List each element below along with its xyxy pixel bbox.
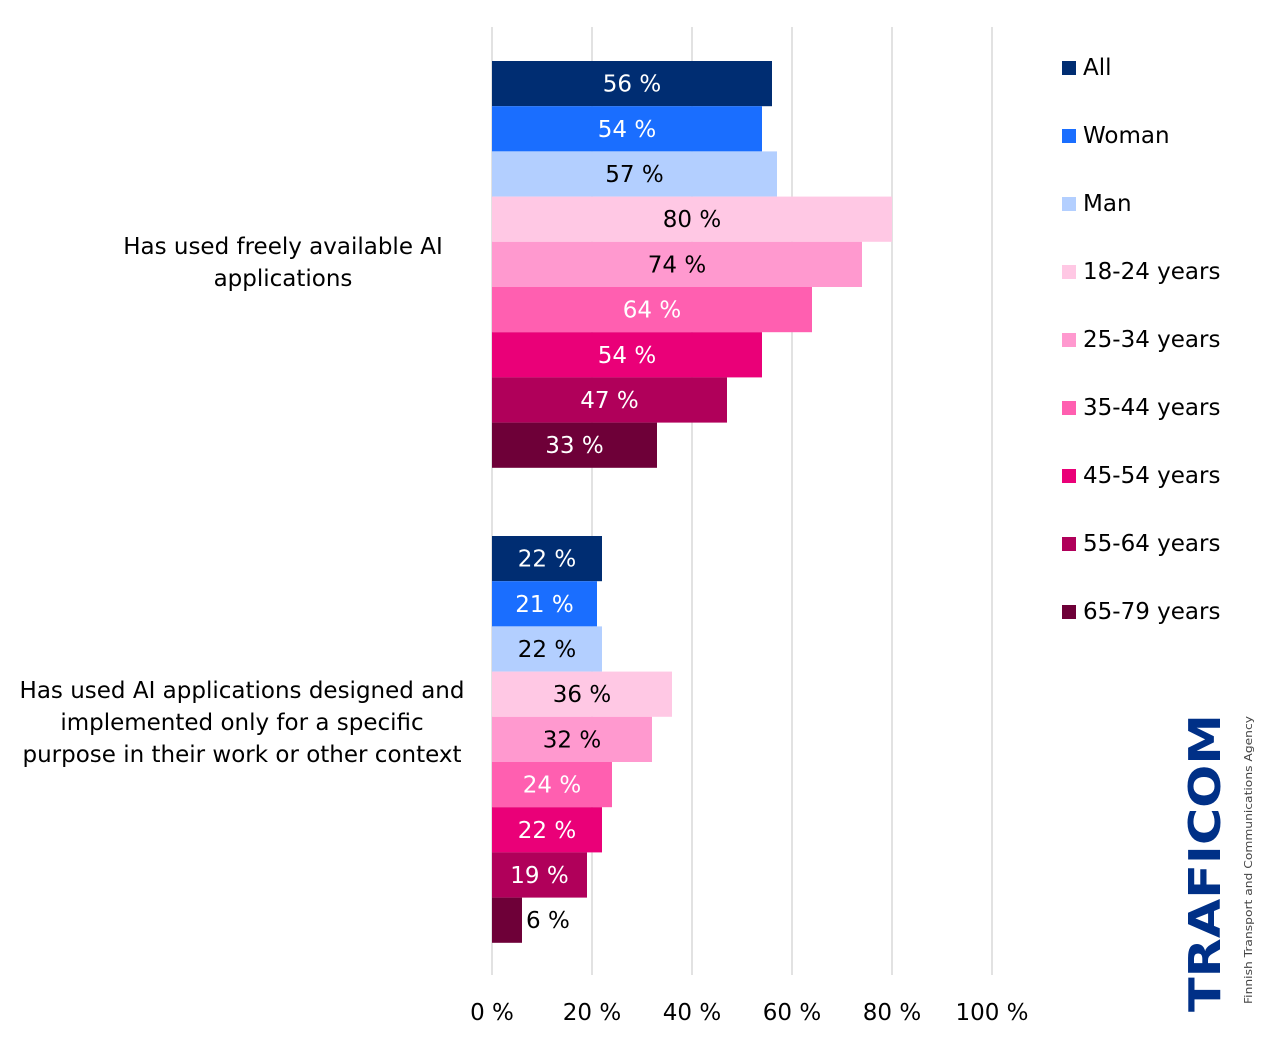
legend-swatch <box>1062 333 1076 347</box>
legend-label: 25-34 years <box>1083 327 1221 353</box>
data-label: 47 % <box>580 388 638 414</box>
bar <box>492 852 587 898</box>
data-label: 54 % <box>598 343 656 369</box>
legend-item: 25-34 years <box>1062 325 1220 355</box>
data-label: 80 % <box>663 207 721 233</box>
legend-item: 45-54 years <box>1062 461 1220 491</box>
data-label: 32 % <box>543 727 601 753</box>
bar <box>492 332 762 378</box>
bar <box>492 287 812 333</box>
data-label: 56 % <box>603 72 661 98</box>
legend-label: All <box>1083 55 1112 81</box>
legend-label: 35-44 years <box>1083 395 1221 421</box>
data-label: 74 % <box>648 252 706 278</box>
legend-swatch <box>1062 401 1076 415</box>
traficom-logo: TRAFICOM Finnish Transport and Communica… <box>1186 714 1255 1012</box>
legend-swatch <box>1062 605 1076 619</box>
data-label: 24 % <box>523 773 581 799</box>
bar <box>492 151 777 197</box>
bar <box>492 241 862 287</box>
data-label: 19 % <box>510 863 568 889</box>
data-label: 64 % <box>623 298 681 324</box>
legend-item: 18-24 years <box>1062 257 1220 287</box>
x-tick-label: 40 % <box>663 1000 721 1026</box>
legend-swatch <box>1062 197 1076 211</box>
bar <box>492 196 892 242</box>
data-label: 22 % <box>518 818 576 844</box>
legend-label: 55-64 years <box>1083 531 1221 557</box>
legend-swatch <box>1062 537 1076 551</box>
data-label: 21 % <box>515 592 573 618</box>
legend-label: 18-24 years <box>1083 259 1221 285</box>
category-label: Has used freely available AI application… <box>123 234 443 292</box>
bar <box>492 422 657 468</box>
legend-item: 35-44 years <box>1062 393 1220 423</box>
data-label: 22 % <box>518 637 576 663</box>
legend-swatch <box>1062 129 1076 143</box>
data-label: 33 % <box>545 433 603 459</box>
legend-label: Man <box>1083 191 1132 217</box>
x-tick-label: 20 % <box>563 1000 621 1026</box>
bar <box>492 377 727 423</box>
legend-swatch <box>1062 61 1076 75</box>
legend-swatch <box>1062 265 1076 279</box>
x-tick-label: 100 % <box>955 1000 1028 1026</box>
data-label: 57 % <box>605 162 663 188</box>
legend-item: Man <box>1062 189 1132 219</box>
logo-tagline: Finnish Transport and Communications Age… <box>1242 715 1255 1004</box>
data-label: 36 % <box>553 682 611 708</box>
x-tick-label: 0 % <box>470 1000 514 1026</box>
bar <box>492 671 672 717</box>
bar <box>492 61 772 107</box>
data-label: 22 % <box>518 547 576 573</box>
legend-item: Woman <box>1062 121 1170 151</box>
data-label: 6 % <box>526 908 570 934</box>
legend-item: All <box>1062 53 1112 83</box>
category-label: Has used AI applications designed and im… <box>19 678 465 768</box>
bar <box>492 581 597 627</box>
logo-wordmark: TRAFICOM <box>1186 714 1231 1012</box>
bar <box>492 716 652 762</box>
bar <box>492 897 522 943</box>
bar <box>492 807 602 853</box>
legend-label: 45-54 years <box>1083 463 1221 489</box>
x-tick-label: 60 % <box>763 1000 821 1026</box>
legend-label: 65-79 years <box>1083 599 1221 625</box>
legend-item: 55-64 years <box>1062 529 1220 559</box>
legend-label: Woman <box>1083 123 1170 149</box>
data-label: 54 % <box>598 117 656 143</box>
x-tick-label: 80 % <box>863 1000 921 1026</box>
bar <box>492 106 762 152</box>
bar <box>492 626 602 672</box>
bar <box>492 536 602 582</box>
bar <box>492 762 612 808</box>
legend-item: 65-79 years <box>1062 597 1220 627</box>
legend-swatch <box>1062 469 1076 483</box>
